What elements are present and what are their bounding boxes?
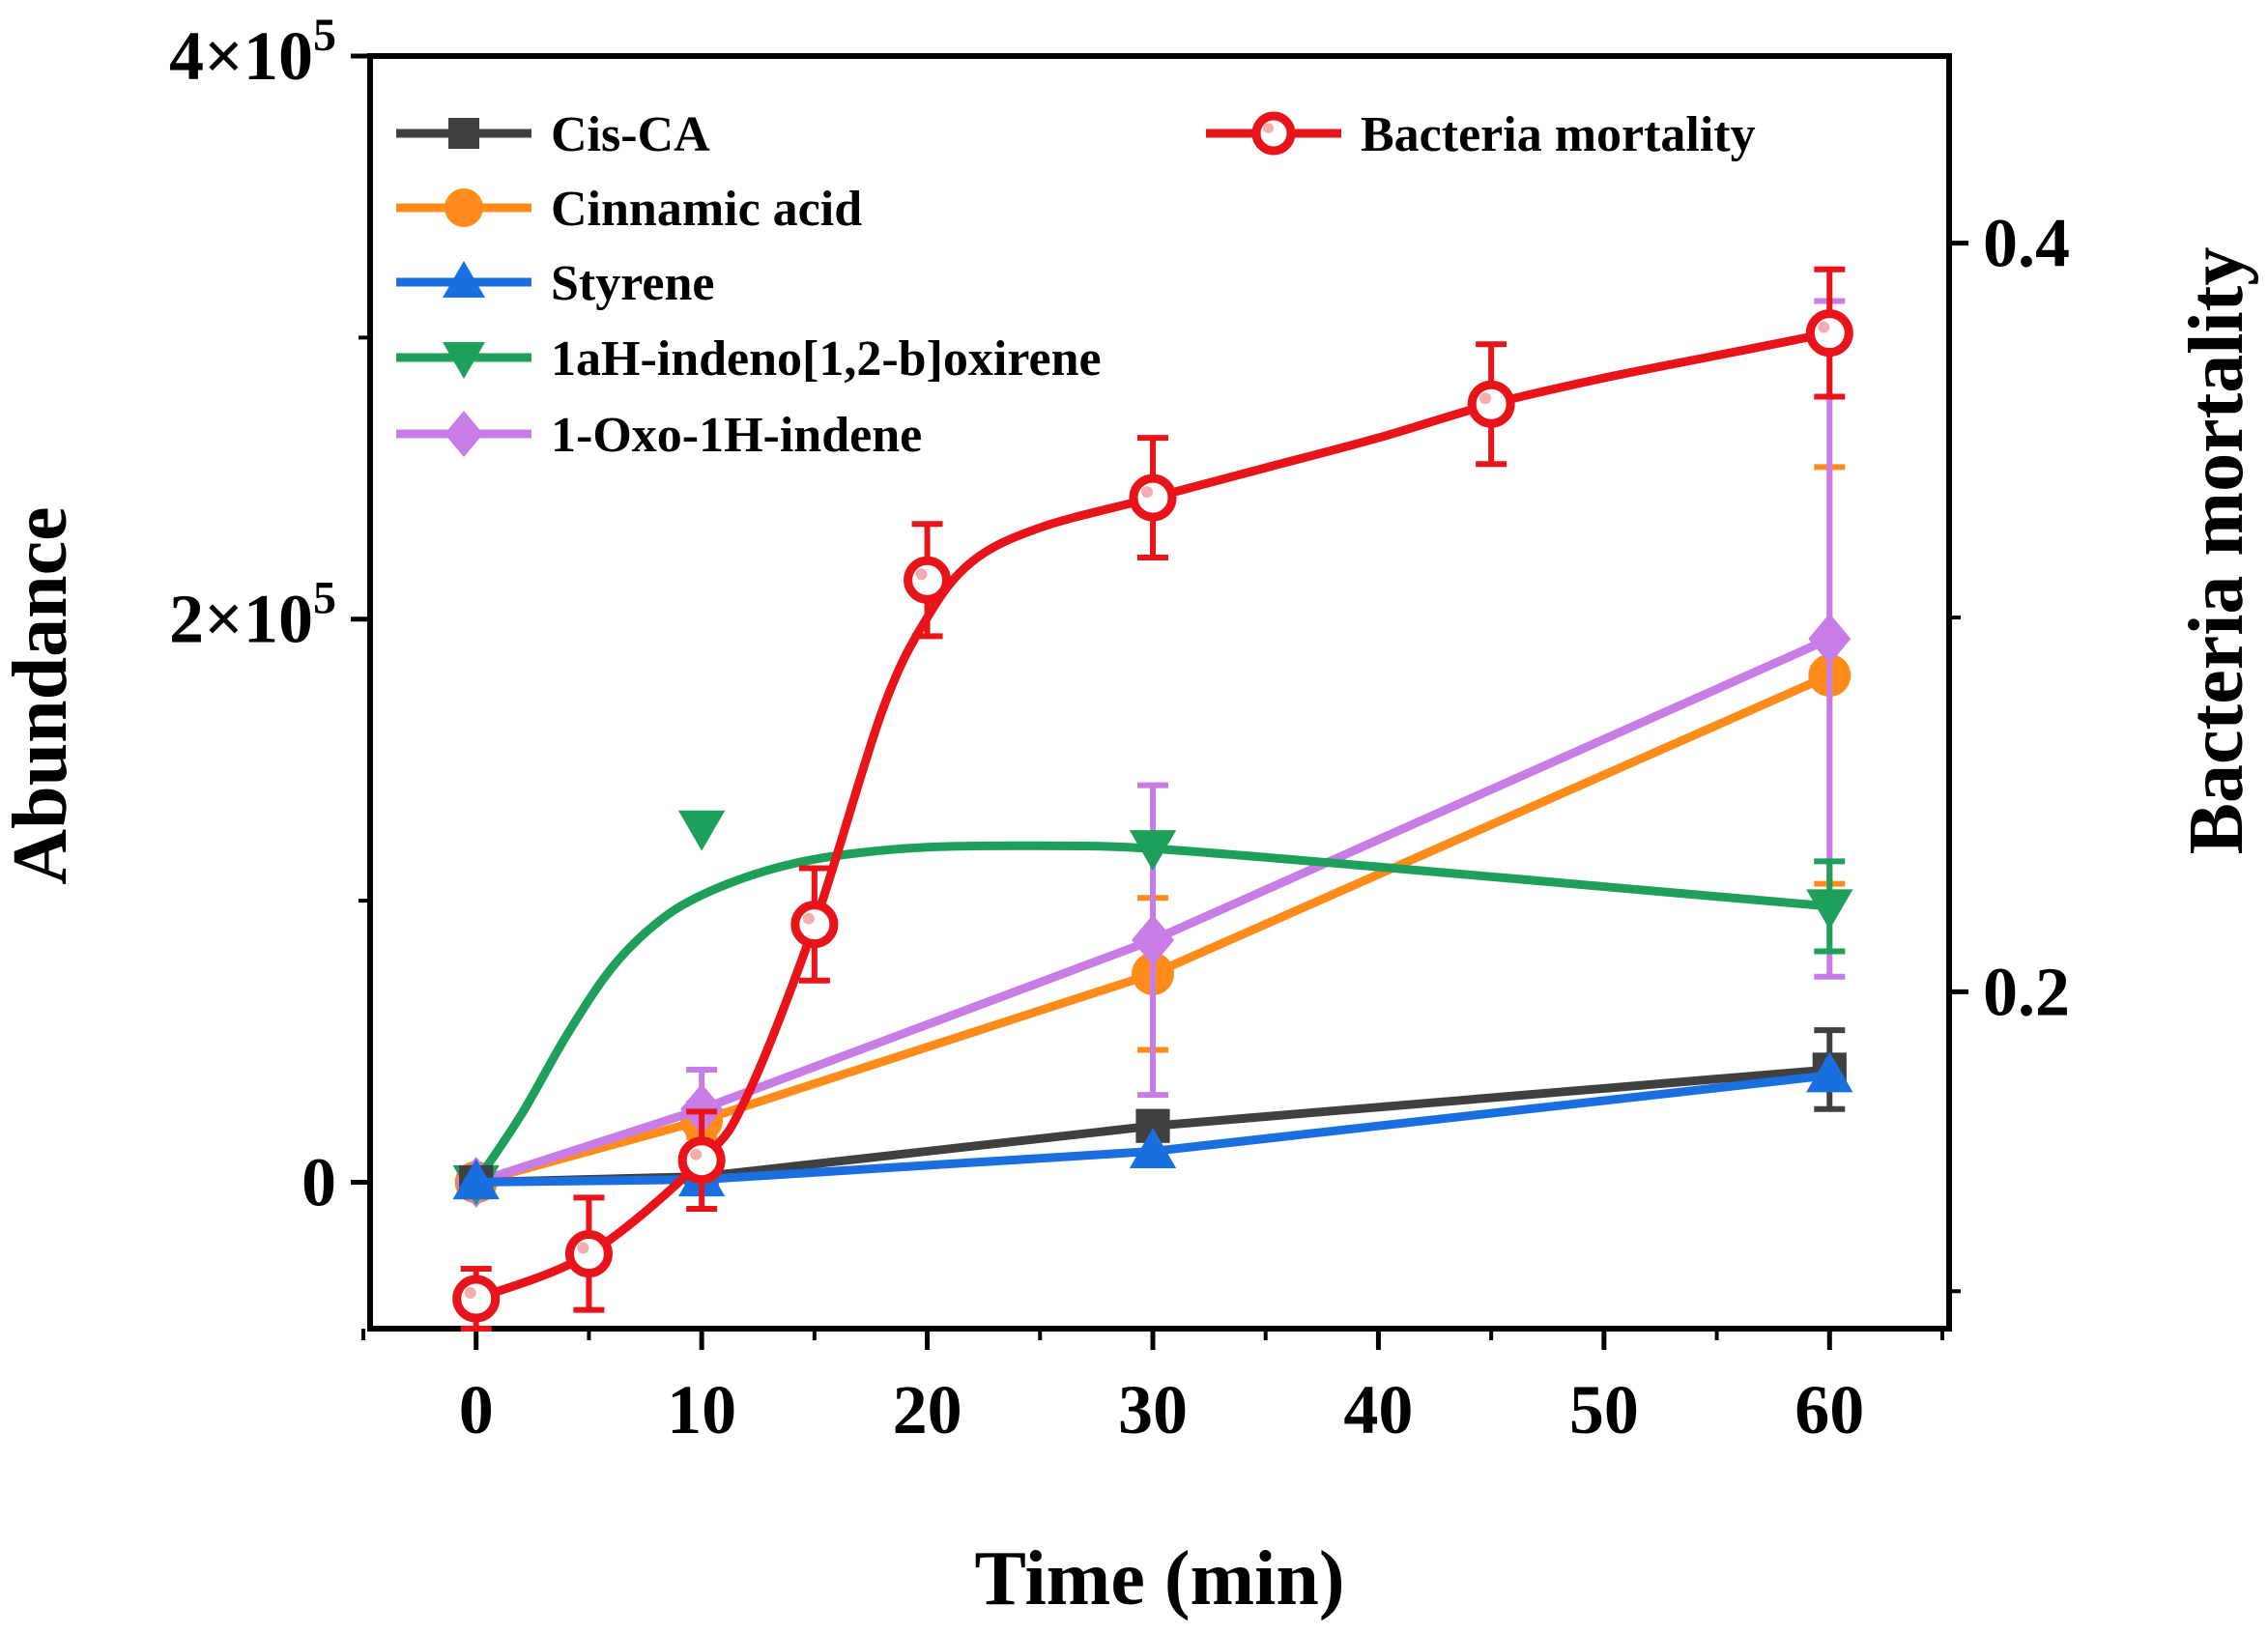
y2-axis-title: Bacteria mortality xyxy=(2174,247,2259,855)
data-point xyxy=(1467,380,1515,428)
legend-marker xyxy=(448,118,479,149)
data-point xyxy=(452,1275,501,1323)
x-tick-label: 20 xyxy=(893,1371,962,1448)
series-line xyxy=(472,841,1834,1187)
series-line xyxy=(472,329,1834,1304)
legend-entry-cis-ca: Cis-CA xyxy=(396,107,710,162)
data-point xyxy=(1806,889,1853,931)
legend-marker xyxy=(445,188,483,227)
y-tick-label: 0 xyxy=(301,1143,336,1220)
marker-highlight xyxy=(577,1242,589,1254)
plot-frame xyxy=(367,53,1952,1332)
x-axis-title: Time (min) xyxy=(975,1536,1345,1621)
data-point xyxy=(1131,914,1174,966)
data-point xyxy=(1129,830,1177,871)
data-point xyxy=(677,810,726,851)
y2-tick-label: 0.2 xyxy=(1983,953,2070,1030)
legend-marker xyxy=(445,411,483,457)
marker-ring xyxy=(790,901,839,949)
marker-highlight xyxy=(690,1148,703,1161)
data-point xyxy=(677,1136,726,1185)
marker-highlight xyxy=(464,1287,476,1300)
series-line xyxy=(472,671,1834,1187)
marker-ring xyxy=(677,1136,726,1185)
x-tick-label: 30 xyxy=(1118,1371,1188,1448)
x-tick-label: 10 xyxy=(667,1371,736,1448)
x-tick-label: 0 xyxy=(459,1371,494,1448)
data-point xyxy=(1129,1128,1177,1169)
marker-highlight xyxy=(915,568,928,581)
legend: Cis-CA Cinnamic acid Styrene 1aH-indeno[1,2… xyxy=(396,107,1756,463)
marker-highlight xyxy=(1263,123,1274,133)
axes: 0 10 20 30 40 50 60 0 2×105 4×105 0.2 0.4 xyxy=(169,10,2070,1448)
legend-marker xyxy=(443,261,485,298)
series-bacteria-mortality xyxy=(452,266,1853,1332)
plot-area xyxy=(452,266,1853,1332)
legend-marker xyxy=(1251,111,1296,156)
legend-entry-1-oxo-1h-indene: 1-Oxo-1H-indene xyxy=(396,408,922,463)
series-styrene xyxy=(452,1051,1853,1200)
x-tick-label: 50 xyxy=(1569,1371,1639,1448)
legend-label: Styrene xyxy=(551,256,714,311)
marker-highlight xyxy=(1140,486,1153,499)
legend-marker xyxy=(443,342,485,379)
x-tick-label: 40 xyxy=(1343,1371,1413,1448)
y-tick-label: 4×105 xyxy=(169,10,336,95)
marker-highlight xyxy=(802,912,815,925)
legend-entry-cinnamic-acid: Cinnamic acid xyxy=(396,182,862,237)
marker-ring xyxy=(904,556,952,604)
legend-label: 1-Oxo-1H-indene xyxy=(551,408,922,463)
data-point xyxy=(904,556,952,604)
legend-label: Cis-CA xyxy=(551,107,710,162)
data-point xyxy=(1806,1051,1853,1093)
series-line xyxy=(472,634,1834,1187)
marker-highlight xyxy=(1818,321,1830,333)
data-point xyxy=(452,1159,500,1200)
marker-ring xyxy=(1805,309,1853,358)
legend-entry-styrene: Styrene xyxy=(396,256,714,311)
data-point xyxy=(1808,613,1852,665)
marker-ring xyxy=(1467,380,1515,428)
data-point xyxy=(1805,309,1853,358)
marker-ring xyxy=(564,1230,613,1278)
legend-label: 1aH-indeno[1,2-b]oxirene xyxy=(551,331,1102,387)
legend-label: Cinnamic acid xyxy=(551,182,862,237)
marker-highlight xyxy=(1479,392,1492,405)
y-axis-title: Abundance xyxy=(0,506,83,884)
legend-label: Bacteria mortality xyxy=(1361,107,1756,162)
data-point xyxy=(1129,473,1177,522)
marker-ring xyxy=(452,1275,501,1323)
legend-entry-1ah-indeno-1-2-b-oxirene: 1aH-indeno[1,2-b]oxirene xyxy=(396,331,1102,387)
data-point xyxy=(564,1230,613,1278)
marker-ring xyxy=(1251,111,1296,156)
y2-tick-label: 0.4 xyxy=(1983,205,2070,282)
y-tick-label: 2×105 xyxy=(169,573,336,658)
series-line xyxy=(472,1071,1834,1187)
x-tick-label: 60 xyxy=(1794,1371,1864,1448)
legend-entry-bacteria-mortality: Bacteria mortality xyxy=(1206,107,1756,162)
marker-ring xyxy=(1129,473,1177,522)
data-point xyxy=(790,901,839,949)
